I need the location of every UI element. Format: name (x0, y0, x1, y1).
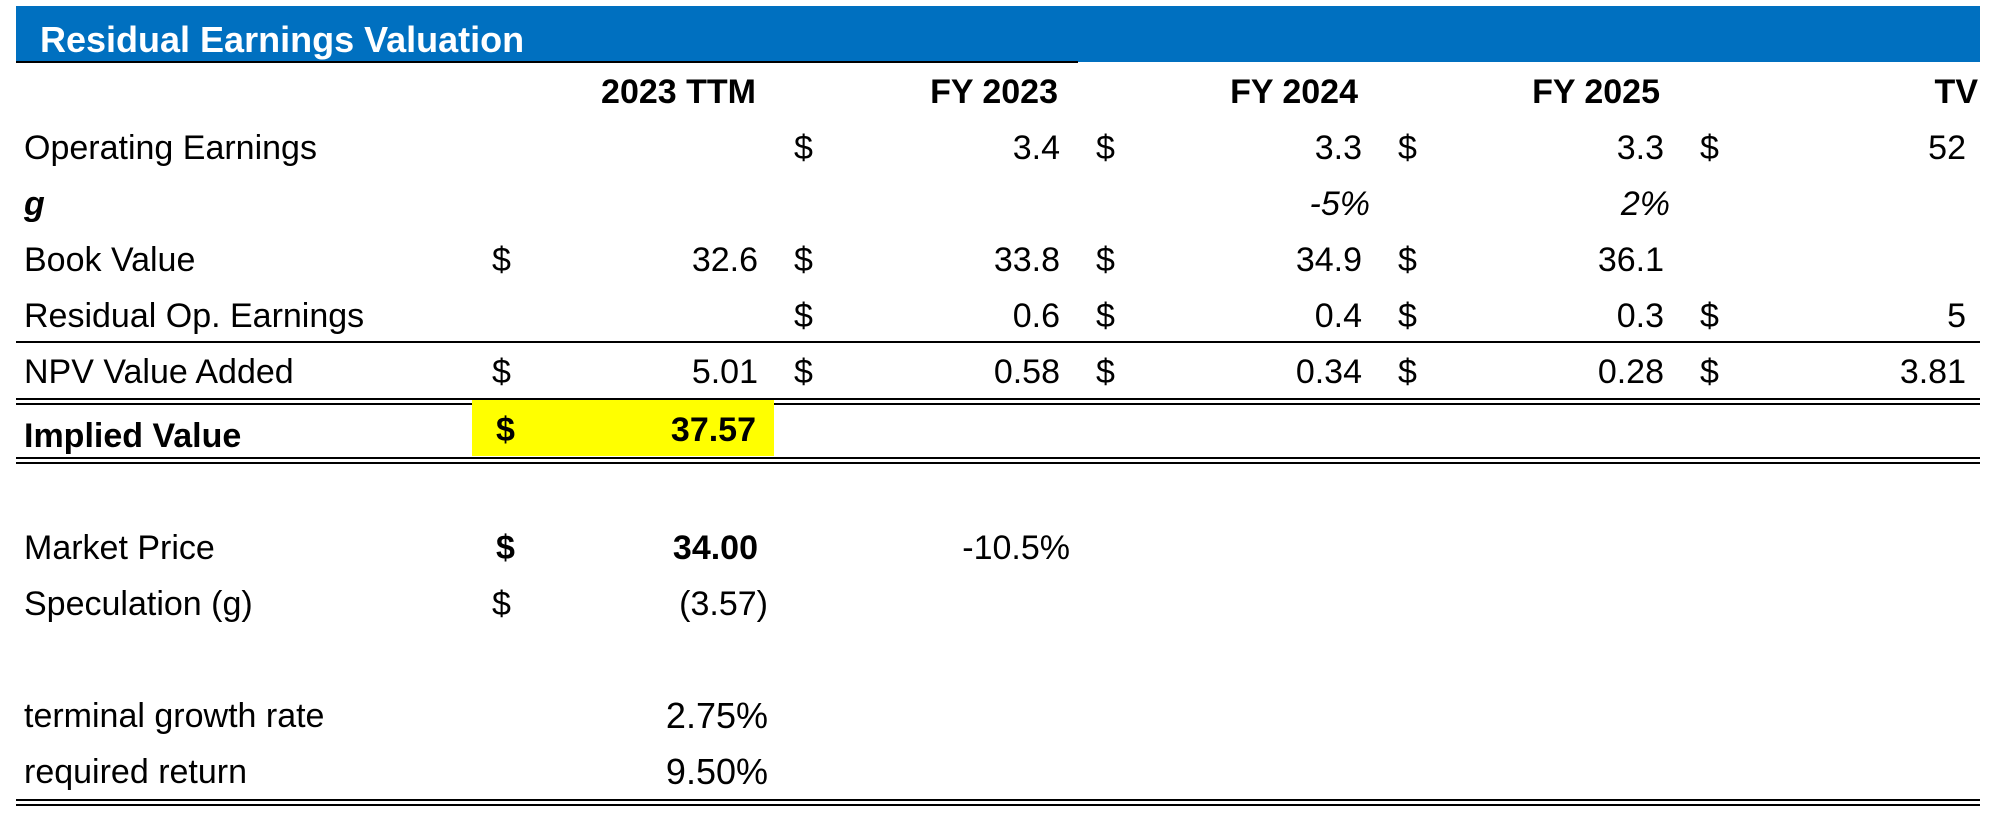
bottom-double-divider (16, 804, 1980, 806)
cell-market-price: 34.00 (672, 529, 758, 567)
currency-symbol: $ (1398, 129, 1417, 167)
row-label-residual-op-earnings: Residual Op. Earnings (24, 297, 365, 335)
row-label-required-return: required return (24, 753, 248, 791)
row-label-implied-value: Implied Value (24, 417, 242, 455)
cell-market-price-discount: -10.5% (962, 529, 1070, 567)
cell-speculation: (3.57) (679, 585, 768, 623)
double-divider (16, 462, 1980, 464)
row-label-operating-earnings: Operating Earnings (24, 129, 317, 167)
cell-residual-op-fy2025: 0.3 (1616, 297, 1664, 335)
row-label-speculation: Speculation (g) (24, 585, 253, 623)
currency-symbol: $ (1398, 241, 1417, 279)
currency-symbol: $ (1096, 353, 1115, 391)
currency-symbol: $ (794, 129, 813, 167)
cell-implied-value: 37.57 (670, 411, 756, 449)
double-divider (16, 403, 1980, 405)
row-label-g: g (24, 185, 45, 223)
cell-npv-fy2023: 0.58 (993, 353, 1060, 391)
implied-value-highlight (472, 400, 774, 456)
row-label-terminal-growth-rate: terminal growth rate (24, 697, 325, 735)
cell-residual-op-fy2023: 0.6 (1012, 297, 1060, 335)
currency-symbol: $ (496, 529, 515, 567)
bottom-double-divider (16, 799, 1980, 801)
cell-operating-earnings-fy2023: 3.4 (1012, 129, 1060, 167)
currency-symbol: $ (794, 241, 813, 279)
header-fy2023: FY 2023 (930, 73, 1058, 111)
currency-symbol: $ (1398, 297, 1417, 335)
currency-symbol: $ (1096, 129, 1115, 167)
currency-symbol: $ (1096, 241, 1115, 279)
cell-operating-earnings-fy2024: 3.3 (1314, 129, 1362, 167)
title-bar: Residual Earnings Valuation (16, 6, 1980, 62)
currency-symbol: $ (1096, 297, 1115, 335)
header-fy2024: FY 2024 (1230, 73, 1358, 111)
currency-symbol: $ (1700, 297, 1719, 335)
currency-symbol: $ (1398, 353, 1417, 391)
cell-g-fy2024: -5% (1309, 185, 1370, 223)
cell-book-value-ttm: 32.6 (691, 241, 758, 279)
header-2023-ttm: 2023 TTM (601, 73, 756, 111)
cell-required-return: 9.50% (665, 751, 768, 792)
cell-residual-op-fy2024: 0.4 (1314, 297, 1362, 335)
header-fy2025: FY 2025 (1532, 73, 1660, 111)
currency-symbol: $ (794, 353, 813, 391)
cell-book-value-fy2024: 34.9 (1295, 241, 1362, 279)
cell-npv-fy2024: 0.34 (1295, 353, 1362, 391)
currency-symbol: $ (1700, 353, 1719, 391)
cell-book-value-fy2025: 36.1 (1597, 241, 1664, 279)
cell-operating-earnings-tv: 52 (1928, 129, 1966, 167)
currency-symbol: $ (794, 297, 813, 335)
currency-symbol: $ (492, 353, 511, 391)
cell-g-fy2025: 2% (1620, 185, 1670, 223)
header-tv: TV (1934, 73, 1978, 111)
double-divider (16, 398, 1980, 400)
sheet-title: Residual Earnings Valuation (40, 19, 525, 60)
currency-symbol: $ (492, 585, 511, 623)
row-label-market-price: Market Price (24, 529, 215, 567)
title-underline (16, 61, 1078, 63)
currency-symbol: $ (492, 241, 511, 279)
row-label-npv-value-added: NPV Value Added (24, 353, 294, 391)
cell-npv-ttm: 5.01 (691, 353, 758, 391)
cell-operating-earnings-fy2025: 3.3 (1616, 129, 1664, 167)
cell-terminal-growth-rate: 2.75% (665, 695, 768, 736)
currency-symbol: $ (1700, 129, 1719, 167)
currency-symbol: $ (496, 411, 515, 449)
cell-residual-op-tv: 5 (1947, 297, 1966, 335)
double-divider (16, 457, 1980, 459)
cell-book-value-fy2023: 33.8 (993, 241, 1060, 279)
cell-npv-tv: 3.81 (1899, 353, 1966, 391)
row-divider (16, 341, 1980, 343)
row-label-book-value: Book Value (24, 241, 196, 279)
cell-npv-fy2025: 0.28 (1597, 353, 1664, 391)
